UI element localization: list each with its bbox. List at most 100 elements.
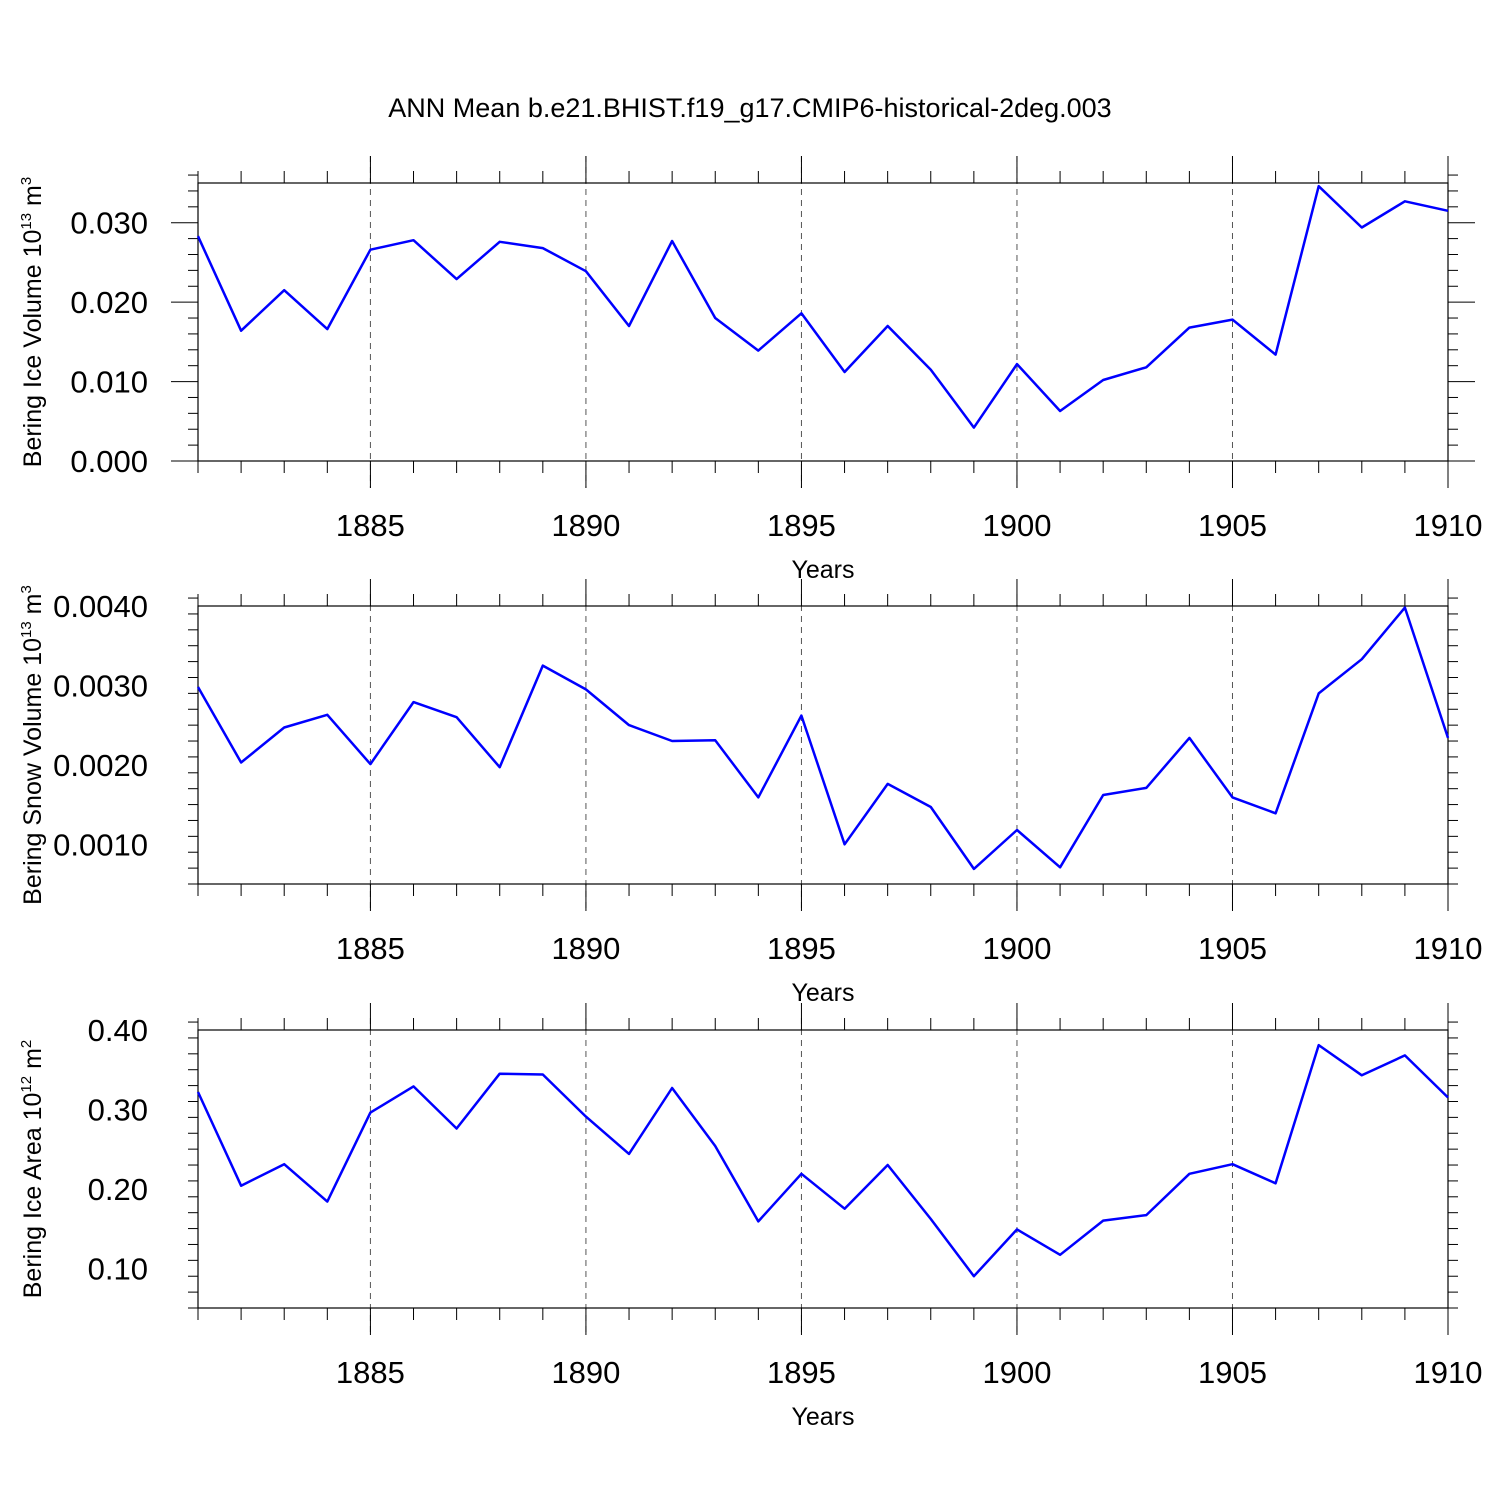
data-point [1446,736,1450,740]
data-point [886,324,890,328]
y-tick-label: 0.0010 [53,827,148,862]
data-point [627,1152,631,1156]
x-tick-label: 1885 [336,1355,405,1390]
panel-3: 0.10 0.20 0.30 0.40 1885 1890 1895 1900 1905 1910… [18,1003,1482,1431]
data-point [799,714,803,718]
data-point [1101,793,1105,797]
data-point [541,246,545,250]
data-point [1230,318,1234,322]
y-axis-label: Bering Snow Volume 1013 m3 [18,585,47,905]
data-point [1015,828,1019,832]
data-point [1360,657,1364,661]
panel-2: 0.0010 0.0020 0.0030 0.0040 1885 1890 1895 1900… [18,579,1482,1007]
data-point [1403,1053,1407,1057]
x-axis-label: Years [791,556,854,584]
data-point [1187,326,1191,330]
data-point [584,1115,588,1119]
data-point [756,1219,760,1223]
x-tick-label: 1910 [1414,1355,1483,1390]
y-tick-label: 0.30 [88,1092,148,1127]
data-point [670,1086,674,1090]
data-point [541,1072,545,1076]
x-tick-label: 1885 [336,508,405,543]
data-point [756,349,760,353]
data-point [972,1274,976,1278]
data-point [1403,199,1407,203]
data-point [325,713,329,717]
data-point [1317,1043,1321,1047]
series-line [196,1043,1449,1278]
data-point [756,795,760,799]
data-point [1230,795,1234,799]
data-point [843,1207,847,1211]
data-point [584,687,588,691]
data-point [325,1200,329,1204]
data-point [1187,736,1191,740]
data-point [670,239,674,243]
data-point [196,234,200,238]
x-tick-label: 1900 [982,508,1051,543]
x-tick-label: 1900 [982,931,1051,966]
data-point [498,240,502,244]
data-point [713,1144,717,1148]
x-tick-label: 1905 [1198,931,1267,966]
data-point [325,327,329,331]
y-tick-label: 0.0020 [53,748,148,783]
plot-frame [197,605,1449,885]
data-point [843,370,847,374]
x-tick-label: 1910 [1414,931,1483,966]
data-point [799,1172,803,1176]
x-tick-label: 1900 [982,1355,1051,1390]
data-point [886,1163,890,1167]
figure-title: ANN Mean b.e21.BHIST.f19_g17.CMIP6-histo… [388,93,1111,123]
data-point [929,1217,933,1221]
data-point [368,762,372,766]
data-point [196,685,200,689]
x-tick-label: 1905 [1198,508,1267,543]
data-point [239,760,243,764]
data-point [584,269,588,273]
data-point [1446,209,1450,213]
data-point [541,664,545,668]
plot-frame [197,182,1449,462]
data-point [1360,225,1364,229]
data-point [1058,1253,1062,1257]
data-point [498,1072,502,1076]
x-tick-label: 1895 [767,931,836,966]
data-point [282,726,286,730]
data-point [412,238,416,242]
x-tick-label: 1890 [551,508,620,543]
data-point [1144,365,1148,369]
y-tick-label: 0.000 [70,444,148,479]
y-axis-label: Bering Ice Volume 1013 m3 [18,177,47,467]
data-point [1058,865,1062,869]
data-point [412,700,416,704]
data-point [1015,362,1019,366]
x-tick-label: 1890 [551,931,620,966]
data-point [1317,691,1321,695]
y-tick-label: 0.0030 [53,668,148,703]
data-point [1015,1227,1019,1231]
x-tick-label: 1895 [767,1355,836,1390]
data-point [929,368,933,372]
data-point [455,715,459,719]
y-tick-label: 0.40 [88,1013,148,1048]
data-point [455,277,459,281]
data-point [1187,1172,1191,1176]
x-tick-label: 1890 [551,1355,620,1390]
y-tick-label: 0.030 [70,206,148,241]
x-tick-label: 1905 [1198,1355,1267,1390]
x-axis-label: Years [791,979,854,1007]
x-tick-label: 1895 [767,508,836,543]
data-point [1446,1096,1450,1100]
data-point [1101,1219,1105,1223]
x-tick-label: 1885 [336,931,405,966]
plot-frame [197,1029,1449,1309]
data-point [1403,606,1407,610]
data-point [1317,184,1321,188]
data-point [843,842,847,846]
data-point [713,738,717,742]
series-line [196,606,1450,871]
data-point [239,329,243,333]
